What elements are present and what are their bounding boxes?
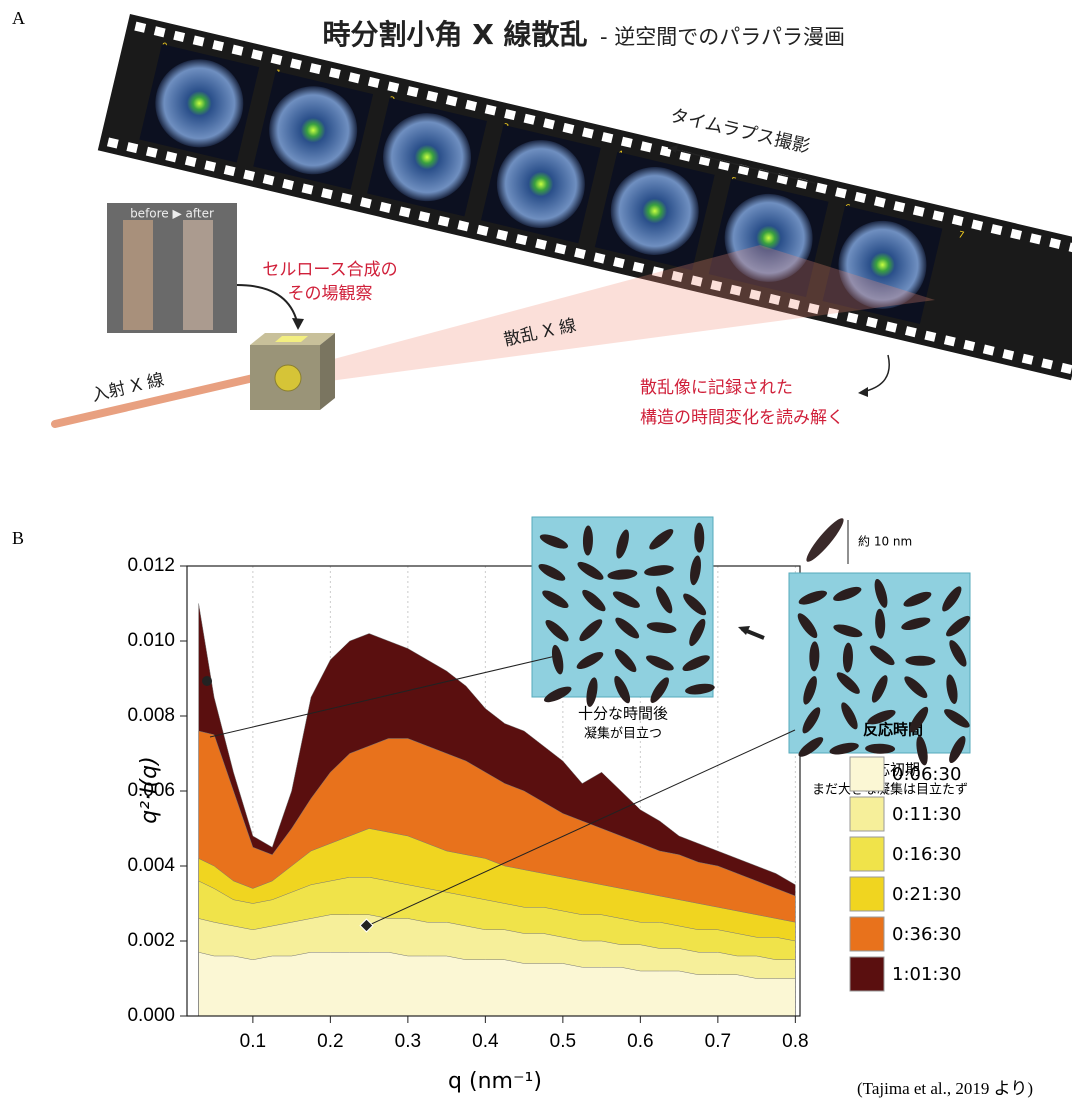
legend-swatch bbox=[850, 917, 884, 951]
arrow-head bbox=[292, 318, 304, 330]
reading-label: 構造の時間変化を読み解く bbox=[640, 408, 844, 428]
x-tick-label: 0.8 bbox=[782, 1031, 808, 1052]
observation-label: セルロース合成の bbox=[262, 260, 397, 280]
x-tick-label: 0.2 bbox=[317, 1031, 343, 1052]
x-tick-label: 0.3 bbox=[395, 1031, 421, 1052]
photo-label: before ▶ after bbox=[130, 207, 214, 221]
citation: (Tajima et al., 2019 より) bbox=[857, 1079, 1033, 1098]
arrow-head bbox=[858, 387, 868, 397]
box-hole bbox=[275, 365, 301, 391]
y-tick-label: 0.012 bbox=[127, 555, 175, 576]
x-tick-label: 0.1 bbox=[240, 1031, 266, 1052]
vial bbox=[123, 220, 153, 330]
legend-label: 0:16:30 bbox=[892, 844, 961, 865]
inset-caption: 凝集が目立つ bbox=[584, 726, 662, 742]
panel-label: B bbox=[12, 528, 24, 548]
y-tick-label: 0.010 bbox=[127, 630, 175, 651]
legend-swatch bbox=[850, 957, 884, 991]
legend-swatch bbox=[850, 877, 884, 911]
particle bbox=[802, 515, 847, 566]
y-tick-label: 0.006 bbox=[127, 780, 175, 801]
inset-caption: 十分な時間後 bbox=[578, 705, 668, 723]
legend-swatch bbox=[850, 837, 884, 871]
x-tick-label: 0.4 bbox=[472, 1031, 499, 1052]
legend-label: 0:21:30 bbox=[892, 884, 961, 905]
figure: A B 01234567 時分割小角 X 線散乱 - 逆空間でのパラパラ漫画 タ… bbox=[0, 0, 1072, 1104]
legend-swatch bbox=[850, 757, 884, 791]
arrow bbox=[862, 355, 889, 392]
x-axis-label: q (nm⁻¹) bbox=[448, 1069, 542, 1094]
legend-label: 1:01:30 bbox=[892, 964, 961, 985]
observation-label: その場観察 bbox=[288, 284, 373, 304]
legend-swatch bbox=[850, 797, 884, 831]
vial bbox=[183, 220, 213, 330]
y-tick-label: 0.008 bbox=[127, 705, 175, 726]
legend-label: 0:11:30 bbox=[892, 804, 961, 825]
x-tick-label: 0.6 bbox=[627, 1031, 653, 1052]
x-tick-label: 0.7 bbox=[705, 1031, 731, 1052]
legend-label: 0:06:30 bbox=[892, 764, 961, 785]
panel-label: A bbox=[12, 8, 25, 28]
box-side bbox=[320, 333, 335, 410]
legend-label: 0:36:30 bbox=[892, 924, 961, 945]
y-tick-label: 0.002 bbox=[127, 930, 175, 951]
marker bbox=[202, 676, 212, 686]
y-tick-label: 0.004 bbox=[127, 855, 175, 876]
title: 時分割小角 X 線散乱 bbox=[322, 18, 587, 51]
x-tick-label: 0.5 bbox=[550, 1031, 576, 1052]
subtitle: - 逆空間でのパラパラ漫画 bbox=[600, 25, 845, 49]
size-label: 約 10 nm bbox=[858, 534, 912, 549]
reading-label: 散乱像に記録された bbox=[640, 378, 793, 398]
y-tick-label: 0.000 bbox=[127, 1005, 175, 1026]
